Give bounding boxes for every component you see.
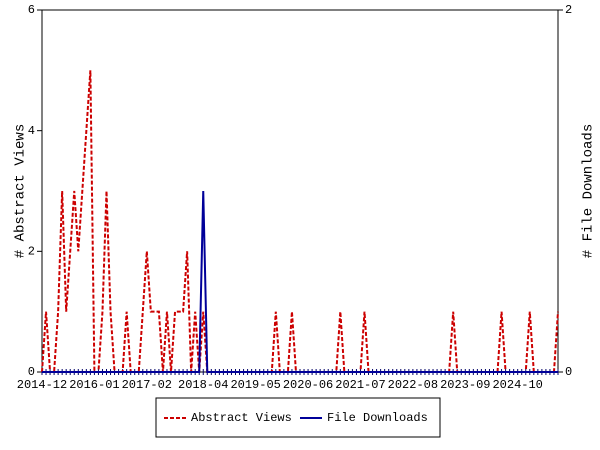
y2-tick-label: 2 (565, 3, 572, 17)
x-tick-label: 2023-09 (440, 378, 490, 392)
series-line (41, 70, 559, 373)
y-tick-label: 4 (28, 124, 35, 138)
x-tick-label: 2016-01 (69, 378, 119, 392)
legend-label: Abstract Views (191, 411, 292, 425)
x-tick-label: 2024-10 (492, 378, 542, 392)
y-axis-title: # Abstract Views (13, 124, 29, 258)
x-tick-label: 2017-02 (122, 378, 172, 392)
x-tick-label: 2014-12 (17, 378, 67, 392)
legend-label: File Downloads (327, 411, 428, 425)
y2-tick-label: 0 (565, 365, 572, 379)
x-tick-label: 2021-07 (335, 378, 385, 392)
y-tick-label: 2 (28, 245, 35, 259)
x-tick-label: 2019-05 (230, 378, 280, 392)
x-tick-label: 2020-06 (283, 378, 333, 392)
legend-box (155, 397, 441, 438)
y2-axis-title: # File Downloads (581, 124, 597, 258)
y-tick-label: 6 (28, 3, 35, 17)
y-tick-label: 0 (28, 365, 35, 379)
x-tick-label: 2018-04 (178, 378, 228, 392)
series-line (42, 190, 558, 373)
plot-frame (41, 9, 559, 373)
x-tick-label: 2022-08 (388, 378, 438, 392)
